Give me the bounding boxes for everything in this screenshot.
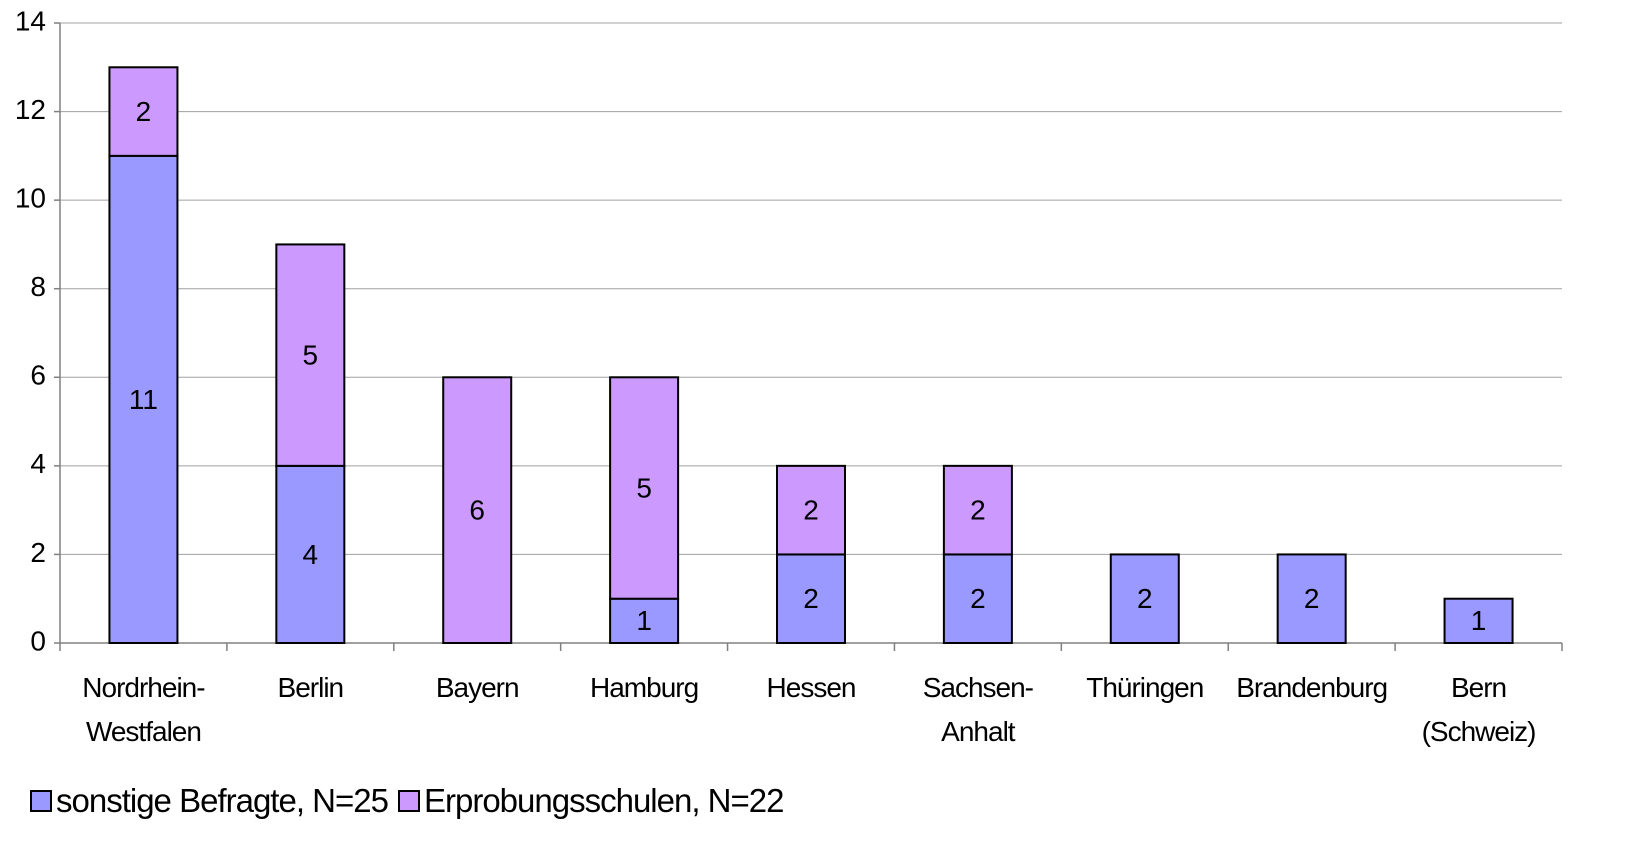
x-tick-label: Sachsen-Anhalt bbox=[922, 672, 1034, 747]
data-label: 2 bbox=[803, 495, 819, 526]
bar-segment bbox=[1109, 553, 1180, 645]
bar-segment bbox=[442, 376, 513, 644]
data-label: 4 bbox=[303, 539, 319, 570]
x-tick-label: Thüringen bbox=[1086, 672, 1204, 703]
bar-segment bbox=[275, 243, 346, 467]
x-tick-label: Hamburg bbox=[590, 672, 699, 703]
bar-segment bbox=[108, 66, 179, 157]
data-label: 2 bbox=[1304, 583, 1320, 614]
legend-label: Erprobungsschulen, N=22 bbox=[423, 782, 784, 819]
y-tick-label: 10 bbox=[15, 183, 46, 214]
legend-item: sonstige Befragte, N=25 bbox=[30, 782, 389, 820]
data-label: 5 bbox=[636, 472, 652, 503]
x-tick-label: Brandenburg bbox=[1236, 672, 1388, 703]
bar-segment bbox=[1276, 553, 1347, 645]
data-label: 11 bbox=[129, 384, 158, 415]
y-tick-label: 12 bbox=[15, 94, 46, 125]
y-tick-label: 4 bbox=[30, 448, 46, 479]
data-label: 2 bbox=[970, 495, 986, 526]
x-tick-label: Bern (Schweiz) bbox=[1421, 672, 1537, 747]
y-tick-label: 0 bbox=[30, 625, 46, 656]
data-label: 5 bbox=[303, 340, 319, 371]
bar-segment bbox=[275, 464, 346, 644]
data-label: 6 bbox=[469, 495, 485, 526]
bar-segment bbox=[942, 553, 1013, 645]
data-label: 2 bbox=[136, 96, 152, 127]
x-tick-label: Nordrhein-Westfalen bbox=[82, 672, 205, 747]
bar-segment bbox=[776, 553, 846, 645]
x-tick-label: Hessen bbox=[766, 672, 857, 703]
legend-label: sonstige Befragte, N=25 bbox=[56, 782, 389, 819]
bar-segment bbox=[942, 464, 1013, 556]
legend: sonstige Befragte, N=25 Erprobungsschulen… bbox=[30, 782, 793, 820]
data-label: 1 bbox=[636, 605, 652, 636]
data-label: 2 bbox=[803, 583, 819, 614]
legend-item: Erprobungsschulen, N=22 bbox=[397, 782, 784, 820]
y-tick-label: 6 bbox=[30, 360, 46, 391]
x-tick-label: Bayern bbox=[435, 672, 520, 703]
bar-segment bbox=[108, 154, 179, 644]
legend-swatch bbox=[397, 790, 420, 812]
x-tick-label: Berlin bbox=[277, 672, 345, 703]
bar-segment bbox=[776, 464, 846, 556]
bar-segment bbox=[1443, 597, 1514, 645]
y-tick-label: 8 bbox=[30, 271, 46, 302]
y-tick-label: 2 bbox=[30, 537, 46, 568]
y-tick-label: 14 bbox=[15, 5, 46, 36]
data-label: 2 bbox=[1137, 583, 1153, 614]
legend-swatch bbox=[30, 790, 52, 812]
data-label: 2 bbox=[970, 583, 986, 614]
bar-segment bbox=[609, 376, 680, 600]
data-label: 1 bbox=[1471, 605, 1487, 636]
